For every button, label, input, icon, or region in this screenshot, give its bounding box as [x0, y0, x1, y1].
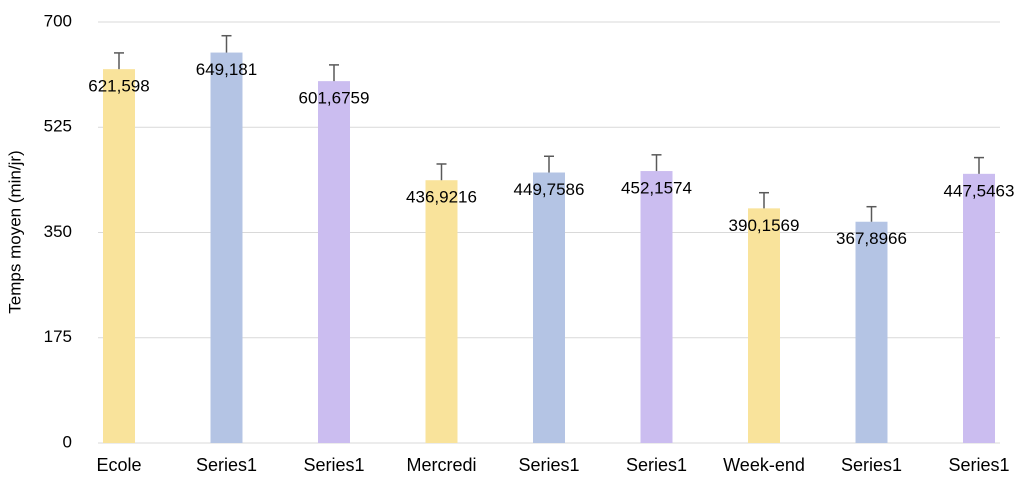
x-tick-label: Ecole [96, 455, 141, 475]
bar [963, 173, 995, 443]
x-tick-label: Week-end [723, 455, 805, 475]
value-label: 601,6759 [299, 89, 370, 108]
bar [210, 52, 243, 444]
bar [425, 180, 458, 443]
x-tick-label: Mercredi [406, 455, 476, 475]
bar [318, 81, 350, 444]
y-tick-label: 700 [44, 11, 72, 30]
value-label: 449,7586 [514, 180, 585, 199]
x-tick-label: Series1 [303, 455, 364, 475]
value-label: 621,598 [88, 77, 149, 96]
y-tick-label: 175 [44, 327, 72, 346]
value-label: 436,9216 [406, 188, 477, 207]
x-tick-label: Series1 [518, 455, 579, 475]
x-tick-label: Series1 [948, 455, 1009, 475]
value-label: 367,8966 [836, 229, 907, 248]
value-label: 447,5463 [944, 181, 1015, 200]
x-tick-label: Series1 [841, 455, 902, 475]
y-tick-label: 350 [44, 222, 72, 241]
y-tick-label: 0 [63, 432, 72, 451]
bar [533, 172, 565, 444]
bar [855, 221, 888, 443]
y-tick-label: 525 [44, 117, 72, 136]
y-axis-label: Temps moyen (min/jr) [5, 150, 24, 313]
x-tick-label: Series1 [626, 455, 687, 475]
value-label: 649,181 [196, 60, 257, 79]
bar [103, 69, 135, 444]
bar [640, 171, 673, 443]
bar [748, 208, 780, 443]
value-label: 390,1569 [729, 216, 800, 235]
value-label: 452,1574 [621, 179, 692, 198]
x-tick-label: Series1 [196, 455, 257, 475]
